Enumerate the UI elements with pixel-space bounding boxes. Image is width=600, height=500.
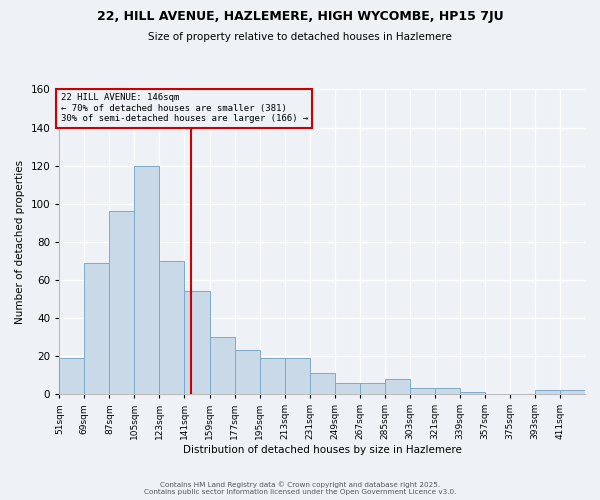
- Bar: [410, 388, 435, 394]
- Bar: [109, 212, 134, 394]
- Text: 22, HILL AVENUE, HAZLEMERE, HIGH WYCOMBE, HP15 7JU: 22, HILL AVENUE, HAZLEMERE, HIGH WYCOMBE…: [97, 10, 503, 23]
- Bar: [134, 166, 160, 394]
- Bar: [260, 358, 284, 394]
- Bar: [284, 358, 310, 394]
- Text: Size of property relative to detached houses in Hazlemere: Size of property relative to detached ho…: [148, 32, 452, 42]
- Bar: [310, 373, 335, 394]
- Bar: [560, 390, 585, 394]
- Bar: [535, 390, 560, 394]
- Bar: [59, 358, 85, 394]
- Bar: [385, 379, 410, 394]
- Bar: [160, 261, 184, 394]
- Bar: [85, 262, 109, 394]
- Bar: [335, 382, 360, 394]
- Text: 22 HILL AVENUE: 146sqm
← 70% of detached houses are smaller (381)
30% of semi-de: 22 HILL AVENUE: 146sqm ← 70% of detached…: [61, 94, 308, 123]
- Bar: [184, 292, 209, 394]
- Bar: [435, 388, 460, 394]
- Bar: [460, 392, 485, 394]
- Text: Contains HM Land Registry data © Crown copyright and database right 2025.
Contai: Contains HM Land Registry data © Crown c…: [144, 482, 456, 495]
- Bar: [360, 382, 385, 394]
- Y-axis label: Number of detached properties: Number of detached properties: [15, 160, 25, 324]
- Bar: [235, 350, 260, 394]
- X-axis label: Distribution of detached houses by size in Hazlemere: Distribution of detached houses by size …: [183, 445, 461, 455]
- Bar: [209, 337, 235, 394]
